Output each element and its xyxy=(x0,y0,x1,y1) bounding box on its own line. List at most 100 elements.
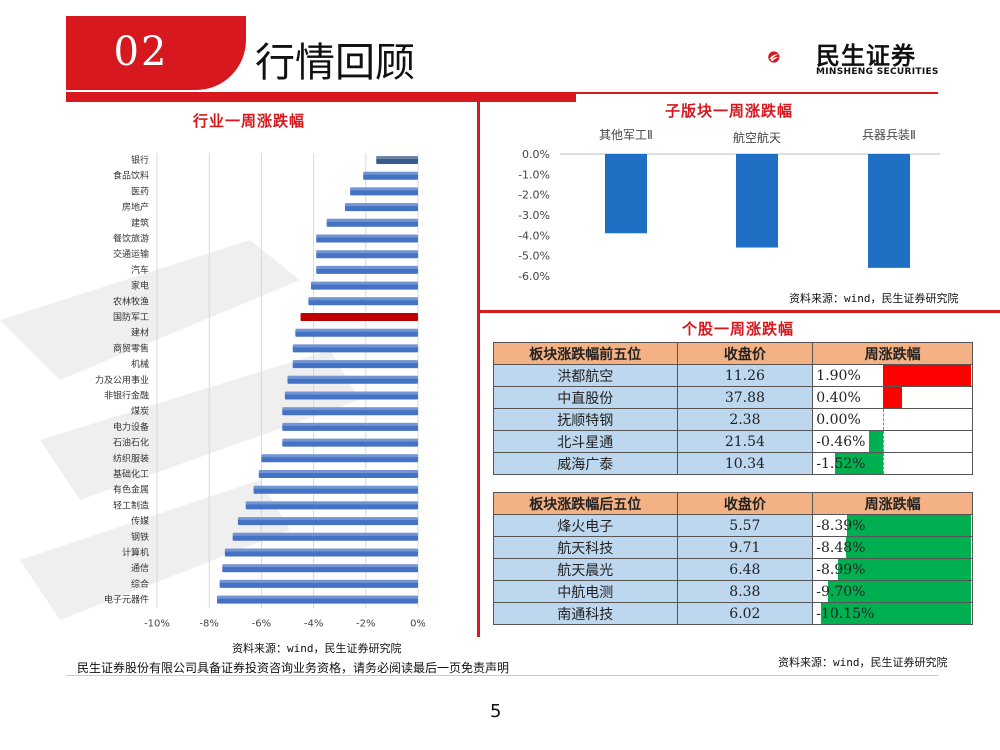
table-row: 抚顺特钢 2.38 0.00% xyxy=(493,408,973,431)
category-label: 综合 xyxy=(131,578,149,590)
category-label: 医药 xyxy=(131,186,149,197)
weekly-change-cell: 1.90% xyxy=(812,364,973,387)
logo-name: 民生证券 xyxy=(816,42,916,70)
change-bar xyxy=(847,515,972,536)
stock-name: 北斗星通 xyxy=(493,430,678,453)
bar-shine xyxy=(232,532,418,536)
stock-name: 南通科技 xyxy=(493,602,678,625)
footer-rule xyxy=(66,675,938,676)
category-label: 国防军工 xyxy=(113,311,149,323)
change-bar xyxy=(845,537,972,558)
close-price: 9.71 xyxy=(676,536,814,559)
weekly-change-cell: 0.40% xyxy=(812,386,973,409)
close-price: 5.57 xyxy=(676,514,814,537)
stock-name: 航天晨光 xyxy=(493,558,678,581)
page-number: 5 xyxy=(490,701,502,722)
stocks-source: 资料来源：wind，民生证券研究院 xyxy=(778,656,948,669)
category-label: 电力及公用事业 xyxy=(95,374,149,386)
bar xyxy=(363,171,418,180)
close-price: 10.34 xyxy=(676,452,814,475)
y-tick-label: -5.0% xyxy=(518,250,550,263)
change-bar xyxy=(883,387,902,408)
bar-shine xyxy=(292,360,418,364)
y-tick-label: -1.0% xyxy=(518,168,550,181)
x-tick-label: -8% xyxy=(199,618,218,629)
bar-shine xyxy=(258,470,418,473)
bar xyxy=(258,470,418,478)
zero-axis xyxy=(883,409,885,430)
y-tick-label: -2.0% xyxy=(518,189,550,202)
bar xyxy=(245,501,418,510)
category-label: 家电 xyxy=(131,280,149,292)
watermark-decoration xyxy=(0,240,360,620)
bar xyxy=(219,579,418,588)
change-bar xyxy=(883,365,972,386)
bar xyxy=(308,297,418,306)
bar-shine xyxy=(287,375,418,379)
stock-name: 中航电测 xyxy=(493,580,678,603)
bar xyxy=(292,344,418,353)
change-bar xyxy=(821,603,972,624)
category-label: 建筑 xyxy=(131,217,149,229)
change-value: -8.48% xyxy=(816,539,866,556)
category-label: 煤炭 xyxy=(131,405,149,417)
category-label: 航空航天 xyxy=(733,130,781,145)
industry-source: 资料来源：wind，民生证券研究院 xyxy=(232,642,402,655)
bar-shine xyxy=(316,265,418,269)
change-value: -10.15% xyxy=(816,605,875,622)
bar xyxy=(237,517,418,526)
bar-shine xyxy=(350,187,418,191)
bar xyxy=(868,154,910,268)
weekly-change-cell: -1.52% xyxy=(812,452,973,475)
category-label: 交通运输 xyxy=(113,248,149,260)
bar-shine xyxy=(292,344,418,348)
zero-axis xyxy=(883,453,885,474)
header-rule-thin xyxy=(576,92,938,94)
weekly-change-cell: -0.46% xyxy=(812,430,973,453)
category-label: 传媒 xyxy=(131,515,149,527)
bar-shine xyxy=(295,328,418,332)
bar-shine xyxy=(217,595,418,599)
category-label: 建材 xyxy=(131,327,149,339)
change-value: 0.00% xyxy=(816,411,861,428)
weekly-change-cell: -8.39% xyxy=(812,514,973,537)
close-price: 8.38 xyxy=(676,580,814,603)
bar xyxy=(224,548,418,557)
change-value: -8.99% xyxy=(816,561,866,578)
close-price: 11.26 xyxy=(676,364,814,387)
bar xyxy=(736,154,778,248)
change-bar xyxy=(827,581,972,602)
category-label: 银行 xyxy=(131,154,149,166)
change-value: -9.70% xyxy=(816,583,866,600)
stock-name: 威海广泰 xyxy=(493,452,678,475)
category-label: 计算机 xyxy=(122,547,149,559)
bar xyxy=(376,156,418,164)
col-header-sector: 板块涨跌幅前五位 xyxy=(493,342,678,365)
bar-shine xyxy=(308,297,418,301)
bar-shine xyxy=(245,501,418,505)
category-label: 汽车 xyxy=(131,264,149,276)
category-label: 农林牧渔 xyxy=(113,295,149,307)
bar xyxy=(282,438,418,447)
bar xyxy=(326,218,418,227)
table-row: 洪都航空 11.26 1.90% xyxy=(493,364,973,387)
y-tick-label: -4.0% xyxy=(518,229,550,242)
bar-shine xyxy=(222,564,418,568)
bar xyxy=(310,281,418,290)
category-label: 其他军工Ⅱ xyxy=(599,128,653,142)
bar-shine xyxy=(237,517,418,521)
change-bar xyxy=(838,559,972,580)
close-price: 2.38 xyxy=(676,408,814,431)
bar xyxy=(344,203,418,212)
x-tick-label: -6% xyxy=(252,618,271,629)
category-label: 非银行金融 xyxy=(104,390,149,402)
category-label: 餐饮旅游 xyxy=(113,233,149,245)
subsector-source: 资料来源：wind，民生证券研究院 xyxy=(789,292,959,305)
bar xyxy=(282,422,418,431)
change-value: 0.40% xyxy=(816,389,861,406)
table-row: 中航电测 8.38 -9.70% xyxy=(493,580,973,603)
bar-shine xyxy=(284,391,418,395)
category-label: 电子元器件 xyxy=(104,594,149,606)
table-row: 威海广泰 10.34 -1.52% xyxy=(493,452,973,475)
minsheng-logo-icon xyxy=(768,51,780,63)
